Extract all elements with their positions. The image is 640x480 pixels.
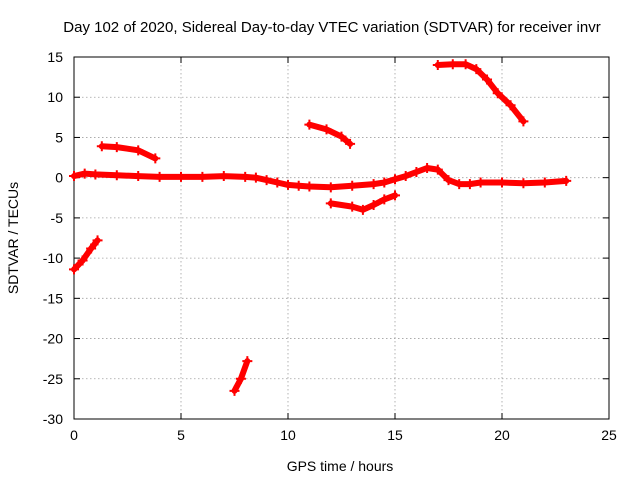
series-segment-4: [304, 119, 356, 149]
data-point-marker: [96, 141, 107, 152]
data-point-marker: [464, 179, 475, 190]
data-point-marker: [422, 163, 433, 174]
data-point-marker: [518, 116, 529, 127]
data-point-marker: [90, 169, 101, 180]
axis-ticks: 0 5 10 15 20 25 -30 -25 -20 -15 -10 -5 0 5 10 15: [43, 49, 617, 443]
data-point-marker: [235, 373, 246, 384]
data-point-marker: [79, 168, 90, 179]
data-point-marker: [447, 59, 458, 70]
x-tick-label: 0: [70, 427, 78, 443]
data-point-marker: [242, 356, 253, 367]
data-point-marker: [460, 59, 471, 70]
data-series: [69, 59, 572, 396]
series-line: [71, 237, 101, 273]
y-axis-label: SDTVAR / TECUs: [5, 182, 21, 294]
data-point-marker: [304, 181, 315, 192]
data-point-marker: [539, 177, 550, 188]
series-segment-1: [96, 141, 161, 164]
y-tick-label: 0: [55, 170, 63, 186]
series-segment-6: [432, 59, 529, 127]
data-point-marker: [133, 171, 144, 182]
data-point-marker: [432, 60, 443, 71]
data-point-marker: [325, 198, 336, 209]
data-point-marker: [368, 179, 379, 190]
data-point-marker: [345, 138, 356, 149]
x-axis-label: GPS time / hours: [287, 458, 394, 474]
data-point-marker: [229, 385, 240, 396]
data-point-marker: [293, 180, 304, 191]
x-tick-label: 10: [280, 427, 296, 443]
data-point-marker: [69, 264, 79, 275]
data-point-marker: [250, 172, 261, 183]
data-point-marker: [133, 145, 144, 156]
data-point-marker: [197, 171, 208, 182]
chart-title: Day 102 of 2020, Sidereal Day-to-day VTE…: [63, 19, 600, 36]
grid: [74, 57, 609, 419]
data-point-marker: [218, 171, 229, 182]
series-line: [306, 121, 354, 147]
data-point-marker: [482, 74, 493, 85]
y-tick-label: -5: [51, 210, 64, 226]
series-segment-3: [229, 356, 253, 396]
y-tick-label: 5: [55, 129, 63, 145]
data-point-marker: [379, 194, 390, 205]
data-point-marker: [77, 255, 88, 266]
data-point-marker: [321, 124, 332, 135]
y-tick-label: 10: [47, 89, 63, 105]
data-point-marker: [390, 174, 400, 185]
data-point-marker: [411, 167, 422, 178]
data-point-marker: [357, 204, 368, 215]
series-main: [69, 163, 572, 193]
x-tick-label: 5: [177, 427, 185, 443]
data-point-marker: [432, 164, 443, 175]
plot-frame: [73, 56, 610, 420]
series-line: [98, 143, 159, 162]
x-tick-label: 20: [494, 427, 510, 443]
data-point-marker: [518, 178, 529, 189]
data-point-marker: [454, 179, 465, 190]
data-point-marker: [497, 177, 507, 188]
data-point-marker: [111, 142, 122, 153]
y-tick-label: -20: [43, 331, 63, 347]
data-point-marker: [86, 243, 97, 254]
data-point-marker: [154, 171, 165, 182]
data-point-marker: [561, 175, 572, 186]
data-point-marker: [443, 175, 454, 186]
data-point-marker: [261, 175, 272, 186]
data-point-marker: [336, 131, 347, 142]
y-tick-label: 15: [47, 49, 63, 65]
data-point-marker: [379, 177, 390, 188]
data-point-marker: [368, 200, 379, 211]
data-point-marker: [400, 171, 411, 182]
data-point-marker: [492, 88, 503, 99]
data-point-marker: [283, 179, 293, 190]
y-tick-label: -15: [43, 290, 63, 306]
data-point-marker: [111, 170, 122, 181]
x-tick-label: 25: [601, 427, 617, 443]
data-point-marker: [390, 190, 400, 201]
x-tick-label: 15: [387, 427, 403, 443]
data-point-marker: [505, 100, 516, 111]
y-tick-label: -10: [43, 250, 63, 266]
series-line: [434, 61, 527, 125]
y-tick-label: -30: [43, 411, 63, 427]
data-point-marker: [471, 64, 482, 75]
data-point-marker: [240, 171, 251, 182]
data-point-marker: [304, 119, 315, 130]
y-tick-label: -25: [43, 371, 63, 387]
data-point-marker: [69, 171, 79, 182]
data-point-marker: [272, 177, 283, 188]
series-segment-5: [325, 190, 400, 215]
data-point-marker: [325, 182, 336, 193]
data-point-marker: [475, 177, 486, 188]
data-point-marker: [347, 180, 358, 191]
data-point-marker: [92, 235, 103, 246]
series-line: [71, 165, 570, 191]
series-segment-2: [69, 235, 103, 275]
data-point-marker: [176, 171, 186, 182]
data-point-marker: [150, 153, 161, 164]
data-point-marker: [347, 201, 358, 212]
